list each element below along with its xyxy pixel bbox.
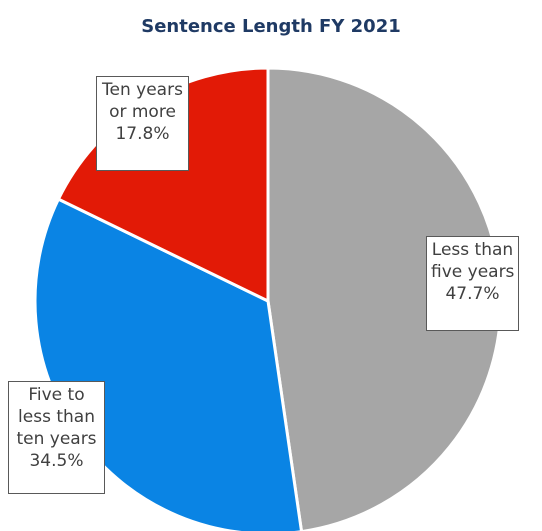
slice-label-less-than-five-years: Less than five years 47.7% <box>426 236 519 331</box>
slice-label-line: Less than <box>431 240 514 260</box>
chart-title: Sentence Length FY 2021 <box>141 16 401 37</box>
slice-label-line: five years <box>431 262 515 282</box>
slice-value-label: 34.5% <box>29 451 84 471</box>
slice-label-line: Ten years <box>102 80 183 100</box>
slice-value-label: 47.7% <box>445 284 500 304</box>
slice-label-line: Five to <box>28 385 85 405</box>
slice-label-five-to-less-than-ten-years: Five to less than ten years 34.5% <box>8 381 105 494</box>
slice-label-line: ten years <box>16 429 97 449</box>
slice-label-line: less than <box>18 407 95 427</box>
slice-value-label: 17.8% <box>115 124 170 144</box>
slice-label-ten-years-or-more: Ten years or more 17.8% <box>96 76 189 171</box>
slice-label-line: or more <box>109 102 176 122</box>
